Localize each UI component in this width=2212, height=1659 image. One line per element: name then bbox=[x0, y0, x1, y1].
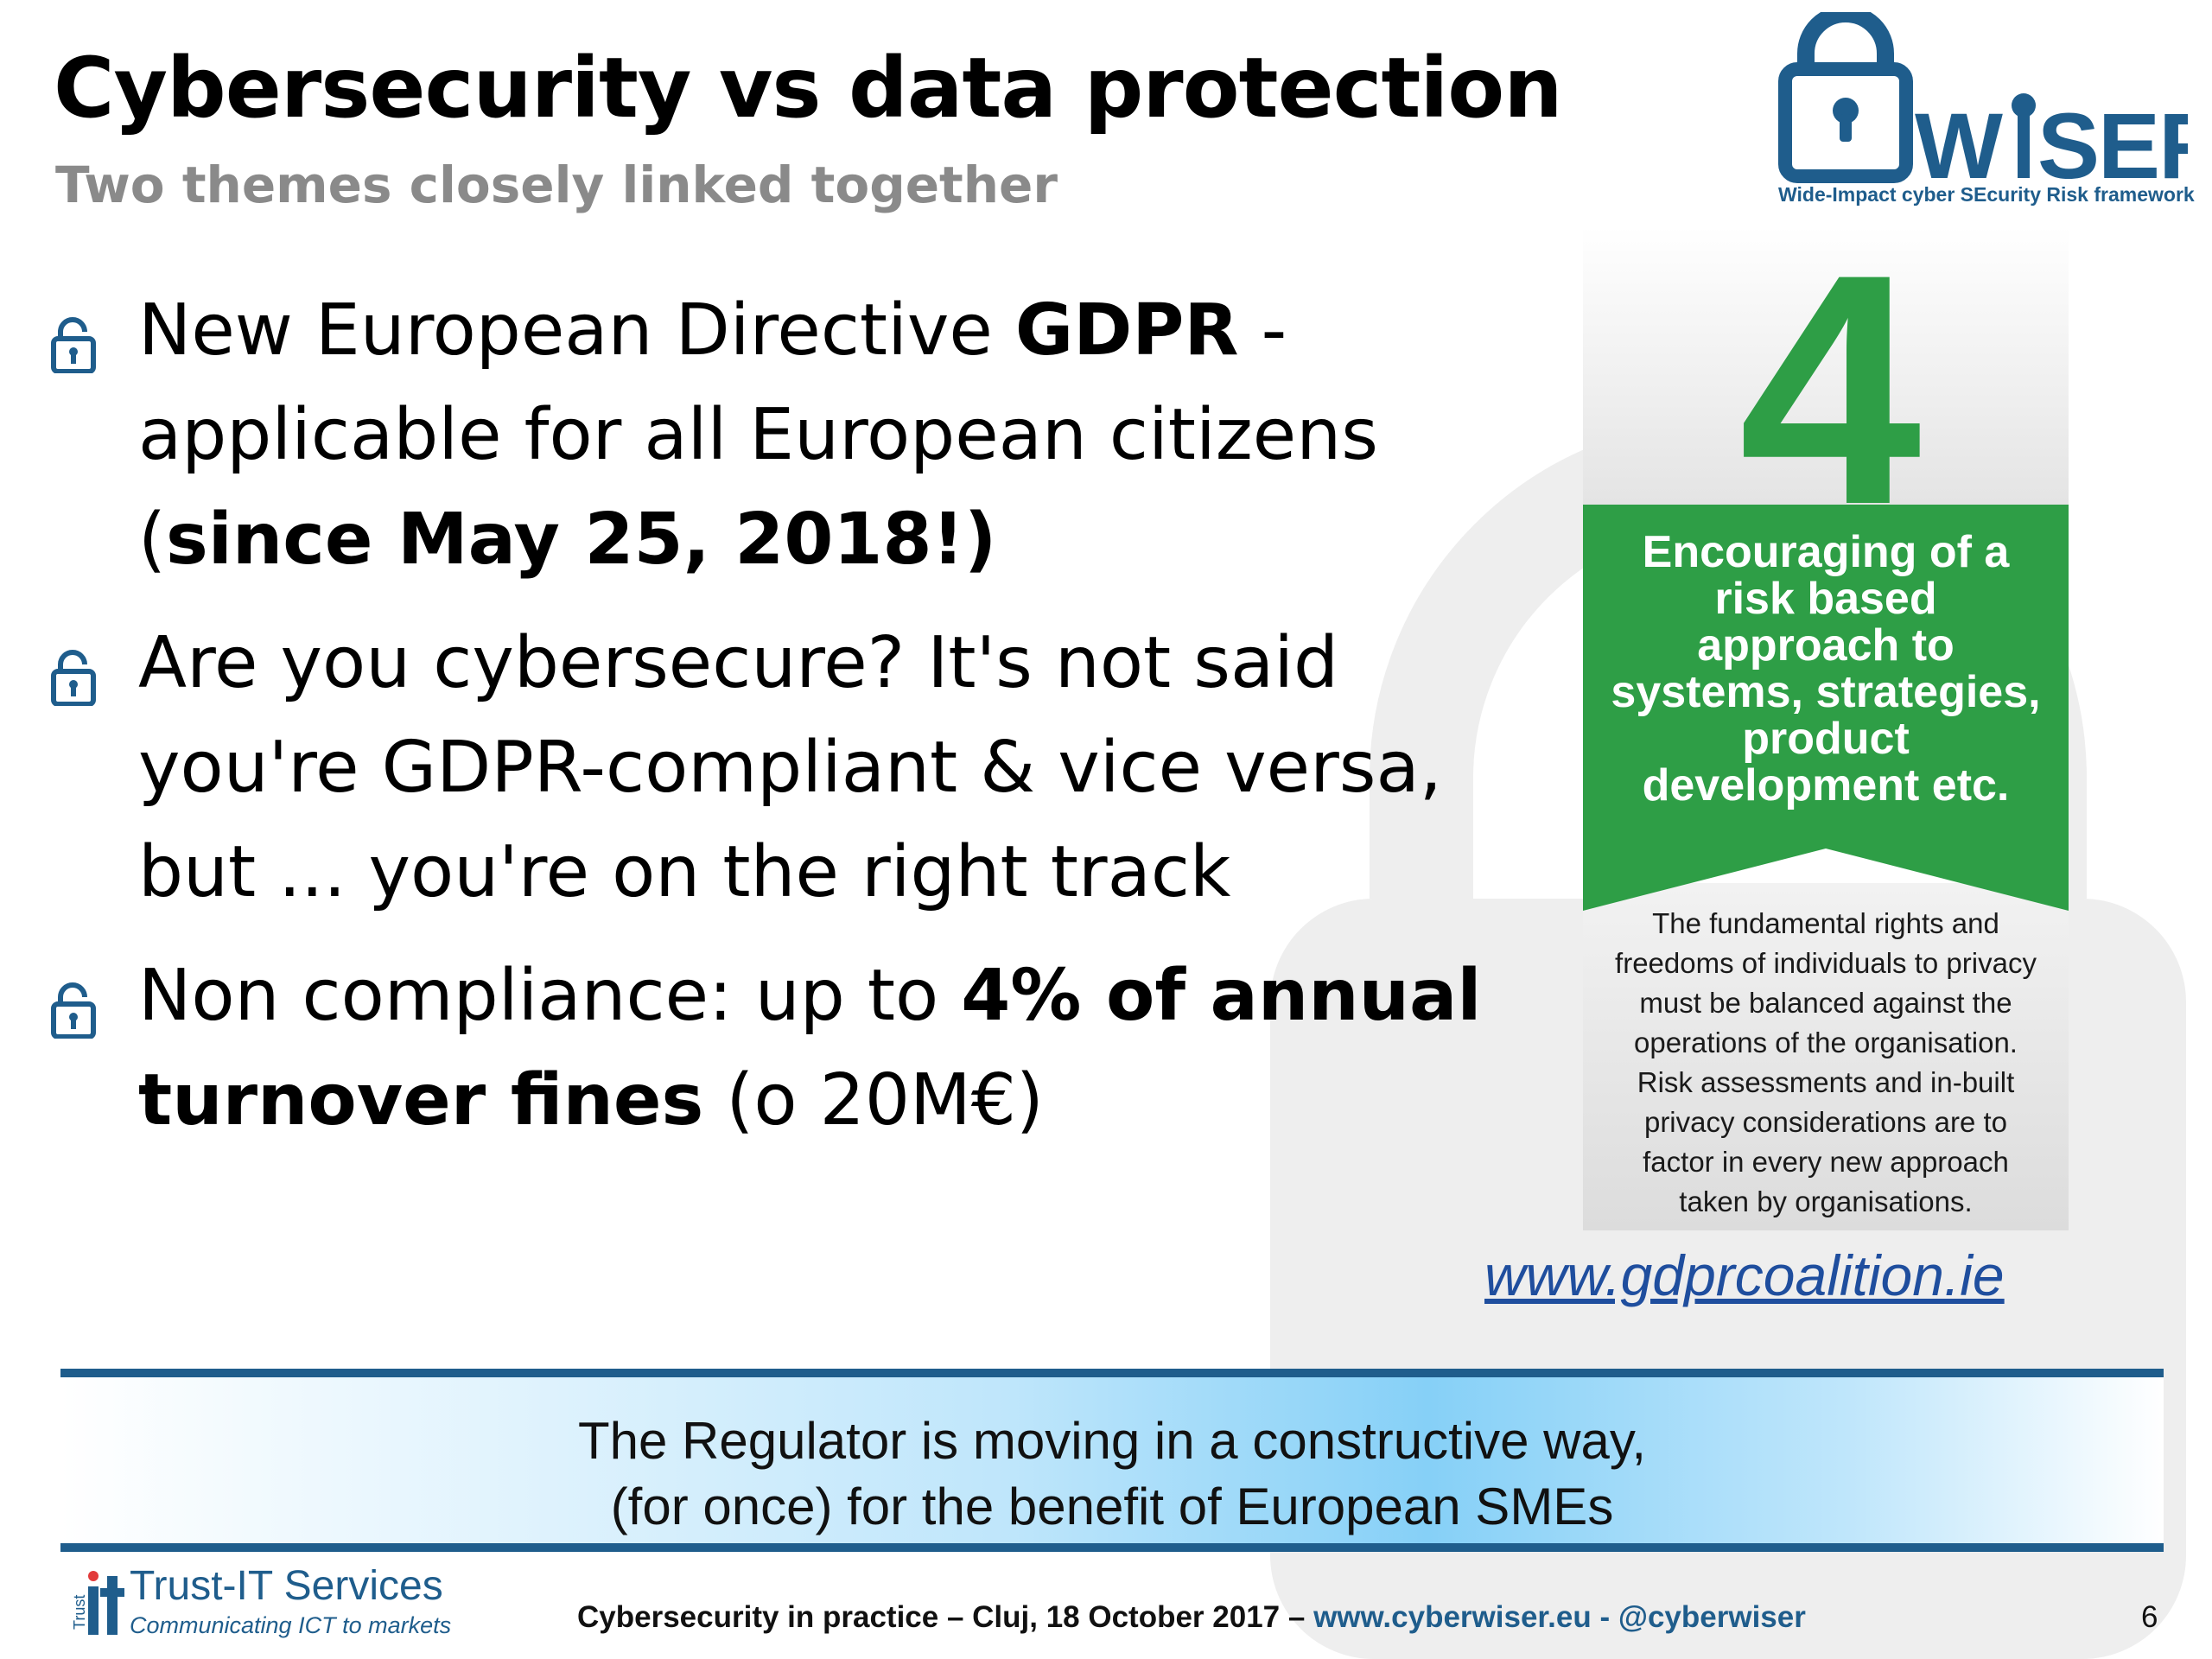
infographic-body-line: factor in every new approach bbox=[1643, 1146, 2009, 1178]
bullet-line: (since May 25, 2018!) bbox=[138, 487, 1450, 592]
bullet-text-bold: GDPR bbox=[1014, 289, 1239, 372]
gdprcoalition-link[interactable]: www.gdprcoalition.ie bbox=[1484, 1243, 2005, 1307]
bullet-text: (o 20M€) bbox=[703, 1059, 1044, 1141]
banner-text: The Regulator is moving in a constructiv… bbox=[60, 1408, 2164, 1540]
logo-tagline: Wide-Impact cyber SEcurity Risk framewor… bbox=[1778, 183, 2195, 206]
infographic-heading-line: product bbox=[1742, 714, 1910, 764]
trust-it-name: Trust-IT Services bbox=[130, 1563, 443, 1609]
wiser-logo: W SER bbox=[1778, 12, 2188, 198]
padlock-icon bbox=[50, 963, 99, 1039]
banner bbox=[60, 1377, 2164, 1543]
bullet-text: Are you cybersecure? It's not said bbox=[138, 622, 1339, 704]
bullet-text: applicable for all European citizens bbox=[138, 394, 1378, 476]
bullet-text: New European Directive bbox=[138, 289, 1015, 372]
bullet-text: Non compliance: up to bbox=[138, 955, 962, 1037]
padlock-icon bbox=[50, 630, 99, 707]
banner-bottom-rule bbox=[60, 1543, 2164, 1552]
infographic-heading-line: Encouraging of a bbox=[1642, 527, 2010, 577]
infographic-body-line: must be balanced against the bbox=[1639, 987, 2012, 1019]
bullet-text: - bbox=[1238, 289, 1287, 372]
svg-text:SER: SER bbox=[2037, 93, 2188, 198]
infographic-heading-line: risk based bbox=[1714, 574, 1937, 624]
banner-top-rule bbox=[60, 1369, 2164, 1377]
bullet-line: Are you cybersecure? It's not said bbox=[138, 611, 1450, 715]
padlock-icon bbox=[50, 297, 99, 374]
footer-site-link[interactable]: www.cyberwiser.eu bbox=[1313, 1600, 1592, 1634]
bullet-line: you're GDPR-compliant & vice versa, bbox=[138, 715, 1450, 820]
infographic-heading-line: systems, strategies, bbox=[1611, 667, 2041, 717]
footer-text: Cybersecurity in practice – Cluj, 18 Oct… bbox=[577, 1600, 1806, 1635]
bullet-text: but ... you're on the right track bbox=[138, 831, 1231, 913]
bullet-text-bold: since May 25, 2018!) bbox=[166, 499, 997, 581]
infographic-heading-line: development etc. bbox=[1642, 760, 2010, 810]
footer-event: Cybersecurity in practice – Cluj, 18 Oct… bbox=[577, 1600, 1306, 1634]
infographic-body: The fundamental rights and freedoms of in… bbox=[1588, 904, 2063, 1222]
page-number: 6 bbox=[2141, 1600, 2158, 1634]
footer-separator: - bbox=[1599, 1600, 1611, 1634]
page-title: Cybersecurity vs data protection bbox=[54, 40, 1563, 137]
bullet-text-bold: turnover fines bbox=[138, 1059, 704, 1141]
infographic-heading-line: approach to bbox=[1697, 620, 1955, 671]
infographic-body-line: freedoms of individuals to privacy bbox=[1615, 947, 2037, 979]
footer-handle-link[interactable]: @cyberwiser bbox=[1618, 1600, 1806, 1634]
banner-line-2: (for once) for the benefit of European S… bbox=[610, 1478, 1614, 1535]
svg-text:Trust: Trust bbox=[71, 1595, 88, 1630]
bullet-line: but ... you're on the right track bbox=[138, 820, 1450, 925]
page-subtitle: Two themes closely linked together bbox=[55, 156, 1058, 214]
bullet-line: Non compliance: up to 4% of annual bbox=[138, 944, 1481, 1048]
bullet-text-bold: 4% of annual bbox=[961, 955, 1482, 1037]
banner-line-1: The Regulator is moving in a constructiv… bbox=[577, 1412, 1647, 1470]
bullet-line: New European Directive GDPR - bbox=[138, 278, 1450, 383]
trust-it-logo: Trust bbox=[71, 1571, 124, 1635]
infographic-body-line: Risk assessments and in-built bbox=[1637, 1066, 2015, 1098]
bullet-line: applicable for all European citizens bbox=[138, 383, 1450, 487]
infographic-number: 4 bbox=[1738, 226, 1923, 573]
bullet-item: New European Directive GDPR - applicable … bbox=[50, 278, 1450, 592]
bullet-text: ( bbox=[138, 499, 166, 581]
infographic-body-line: operations of the organisation. bbox=[1634, 1027, 2018, 1058]
infographic-body-line: The fundamental rights and bbox=[1652, 907, 1999, 939]
trust-it-tagline: Communicating ICT to markets bbox=[130, 1612, 452, 1638]
bullet-text: you're GDPR-compliant & vice versa, bbox=[138, 727, 1442, 809]
bullet-list: New European Directive GDPR - applicable … bbox=[50, 278, 1481, 1172]
infographic-body-line: taken by organisations. bbox=[1679, 1185, 1973, 1217]
infographic-body-line: privacy considerations are to bbox=[1643, 1106, 2008, 1138]
bullet-item: Are you cybersecure? It's not said you're… bbox=[50, 611, 1450, 925]
infographic-heading: Encouraging of a risk based approach to sys… bbox=[1583, 529, 2069, 809]
bullet-item: Non compliance: up to 4% of annual turnov… bbox=[50, 944, 1481, 1153]
gdpr-infographic: 4 bbox=[1583, 226, 2069, 1230]
bullet-line: turnover fines (o 20M€) bbox=[138, 1048, 1450, 1153]
svg-text:W: W bbox=[1915, 93, 2003, 198]
